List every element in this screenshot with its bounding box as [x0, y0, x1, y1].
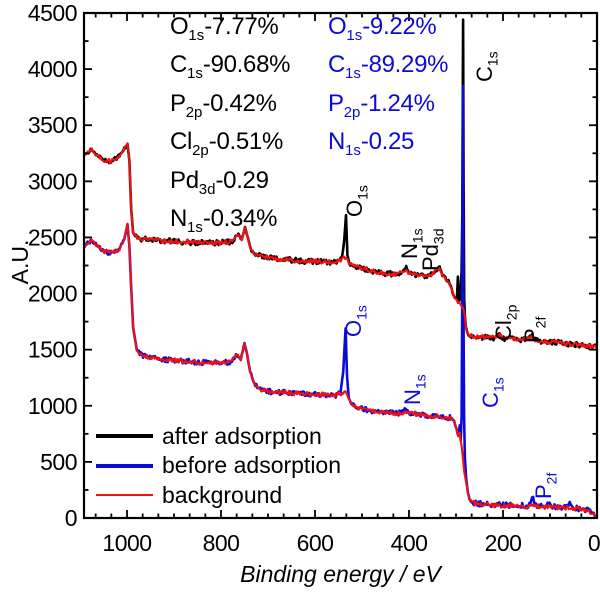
peak-label-o1s-after: O1s [342, 185, 371, 217]
y-tick-label: 1500 [28, 337, 77, 363]
x-tick-label: 200 [485, 530, 522, 556]
y-tick-label: 3000 [28, 168, 77, 194]
curve-background-after [84, 142, 597, 350]
composition-item-Pd3d: Pd3d-0.29 [170, 166, 269, 198]
peak-label-c1s-before: C1s [478, 377, 507, 408]
legend-label: before adsorption [162, 452, 342, 479]
axis-frame [82, 11, 599, 520]
composition-item-O1s: O1s-7.77% [170, 13, 279, 44]
composition-item-C1s: C1s-89.29% [328, 51, 449, 83]
x-axis-title: Binding energy / eV [240, 561, 441, 587]
composition-list-after-adsorption: O1s-7.77% C1s-90.68% P2p-0.42% Cl2p-0.51% Pd… [170, 14, 290, 244]
x-tick-label: 1000 [102, 530, 151, 556]
composition-item-Cl2p: Cl2p-0.51% [170, 128, 284, 159]
composition-item-P2p: P2p-1.24% [328, 89, 435, 121]
peak-label-p2f-after: P2f [520, 316, 549, 343]
legend-line-sample [96, 434, 153, 438]
composition-item-P2p: P2p-0.42% [170, 89, 277, 121]
peak-label-p2f-before: P2f [531, 472, 560, 499]
peak-label-c1s-after: C1s [472, 51, 501, 82]
y-tick-label: 4000 [28, 56, 77, 82]
legend-item-background: background [96, 482, 282, 508]
x-tick-label: 800 [203, 530, 240, 556]
legend-line-sample [96, 494, 153, 497]
x-tick-label: 400 [391, 530, 428, 556]
composition-item-N1s: N1s-0.34% [170, 204, 278, 236]
y-tick-label: 1000 [28, 393, 77, 419]
legend-label: after adsorption [162, 422, 322, 449]
legend-line-sample [96, 463, 153, 468]
peak-label-pd3d-after: Pd3d [418, 228, 447, 272]
spectra-curves [84, 18, 597, 518]
y-tick-label: 4500 [28, 0, 77, 26]
composition-item-O1s: O1s-9.22% [328, 13, 437, 44]
composition-item-C1s: C1s-90.68% [170, 51, 291, 83]
peak-label-n1s-before: N1s [400, 374, 429, 405]
y-tick-label: 2000 [28, 281, 77, 307]
x-tick-label: 0 [588, 530, 600, 556]
legend-item-before-adsorption: before adsorption [96, 452, 342, 479]
peak-label-cl2p-after: Cl2p [491, 304, 520, 341]
y-tick-label: 500 [40, 449, 77, 475]
y-axis-title: A.U. [7, 239, 33, 285]
x-tick-label: 600 [297, 530, 334, 556]
legend-label: background [162, 481, 283, 508]
y-tick-label: 2500 [28, 224, 77, 250]
composition-item-N1s: N1s-0.25 [328, 128, 415, 159]
curve-background-before [84, 222, 597, 518]
peak-label-o1s-before: O1s [341, 305, 370, 337]
y-tick-label: 3500 [28, 112, 77, 138]
legend-item-after-adsorption: after adsorption [96, 423, 322, 449]
composition-list-before-adsorption: O1s-9.22% C1s-89.29% P2p-1.24% N1s-0.25 [328, 14, 448, 168]
y-tick-label: 0 [65, 505, 77, 531]
